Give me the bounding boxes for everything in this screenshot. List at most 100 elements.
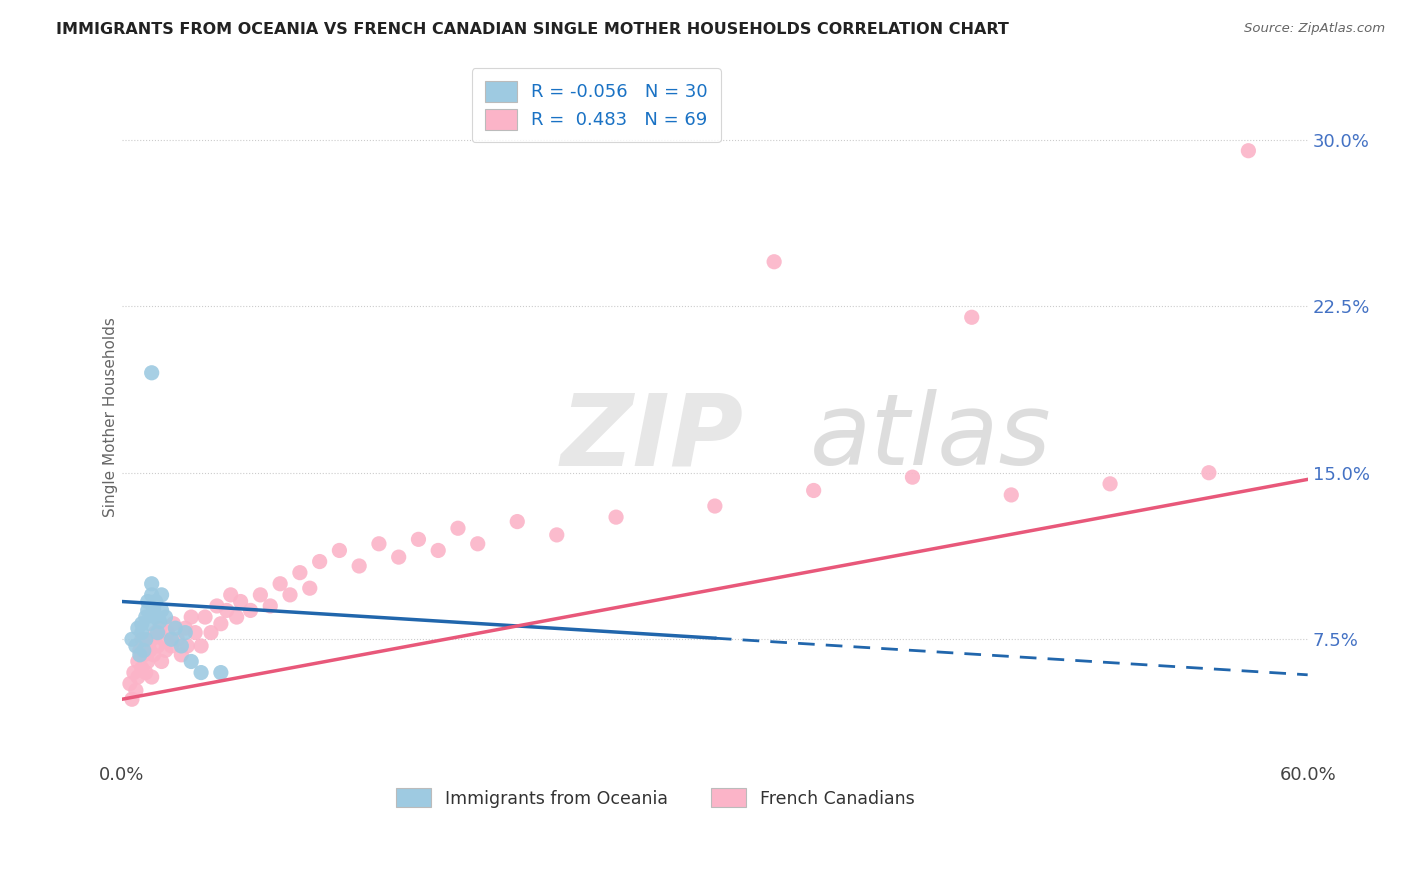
Point (138, 616, 160, 631)
Point (506, 515, 529, 529)
Point (150, 603, 173, 617)
Point (176, 639, 198, 653)
Point (190, 665, 212, 680)
Point (901, 470, 924, 484)
Point (209, 616, 232, 631)
Point (160, 639, 183, 653)
Point (127, 670, 149, 684)
Point (162, 616, 184, 631)
Point (146, 625, 169, 640)
Point (135, 610, 157, 624)
Point (447, 521, 470, 535)
Point (121, 632, 143, 647)
Point (132, 648, 155, 662)
Point (141, 366, 163, 380)
Point (200, 625, 222, 640)
Point (174, 625, 197, 640)
Point (149, 621, 172, 635)
Point (174, 621, 197, 635)
Point (141, 632, 163, 647)
Point (145, 610, 167, 624)
Text: Source: ZipAtlas.com: Source: ZipAtlas.com (1244, 22, 1385, 36)
Point (141, 588, 163, 602)
Point (180, 655, 202, 669)
Point (122, 665, 145, 680)
Point (127, 655, 149, 669)
Point (142, 603, 165, 617)
Point (145, 594, 167, 608)
Point (194, 610, 217, 624)
Point (138, 643, 160, 657)
Point (960, 310, 983, 325)
Point (155, 610, 177, 624)
Point (368, 537, 391, 551)
Point (146, 639, 169, 653)
Point (249, 588, 271, 602)
Point (467, 537, 489, 551)
Point (209, 665, 232, 680)
Point (347, 559, 370, 574)
Point (125, 683, 148, 698)
Point (1099, 476, 1122, 491)
Text: atlas: atlas (810, 389, 1052, 486)
Point (229, 594, 252, 608)
Point (763, 254, 786, 268)
Point (1198, 466, 1220, 480)
Point (142, 648, 165, 662)
Text: IMMIGRANTS FROM OCEANIA VS FRENCH CANADIAN SINGLE MOTHER HOUSEHOLDS CORRELATION : IMMIGRANTS FROM OCEANIA VS FRENCH CANADI… (56, 22, 1010, 37)
Point (145, 625, 167, 640)
Point (156, 625, 179, 640)
Legend: Immigrants from Oceania, French Canadians: Immigrants from Oceania, French Canadian… (389, 781, 922, 814)
Point (546, 528, 568, 542)
Y-axis label: Single Mother Households: Single Mother Households (104, 318, 118, 517)
Point (803, 483, 825, 498)
Point (205, 599, 228, 613)
Point (269, 576, 291, 591)
Point (135, 632, 157, 647)
Point (328, 543, 350, 558)
Point (125, 639, 148, 653)
Text: ZIP: ZIP (561, 389, 744, 486)
Point (141, 670, 163, 684)
Point (149, 615, 172, 629)
Point (278, 588, 301, 602)
Point (298, 581, 321, 595)
Point (239, 603, 262, 617)
Point (180, 610, 202, 624)
Point (308, 555, 330, 569)
Point (136, 594, 159, 608)
Point (128, 643, 150, 657)
Point (150, 655, 173, 669)
Point (170, 639, 193, 653)
Point (259, 599, 281, 613)
Point (132, 643, 155, 657)
Point (1237, 144, 1260, 158)
Point (136, 655, 159, 669)
Point (136, 603, 159, 617)
Point (150, 588, 173, 602)
Point (131, 616, 153, 631)
Point (427, 543, 450, 558)
Point (131, 632, 153, 647)
Point (703, 499, 725, 513)
Point (152, 632, 174, 647)
Point (225, 610, 247, 624)
Point (141, 576, 163, 591)
Point (135, 639, 157, 653)
Point (170, 648, 193, 662)
Point (128, 648, 150, 662)
Point (408, 533, 430, 547)
Point (190, 639, 212, 653)
Point (166, 632, 188, 647)
Point (155, 643, 177, 657)
Point (165, 621, 187, 635)
Point (160, 632, 183, 647)
Point (131, 661, 153, 675)
Point (131, 625, 153, 640)
Point (605, 510, 627, 524)
Point (1000, 488, 1022, 502)
Point (215, 603, 238, 617)
Point (219, 588, 242, 602)
Point (288, 566, 311, 580)
Point (118, 676, 141, 690)
